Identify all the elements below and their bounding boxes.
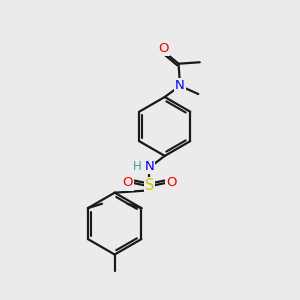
Text: N: N <box>175 79 185 92</box>
Text: O: O <box>122 176 133 190</box>
Text: N: N <box>145 160 154 173</box>
Text: O: O <box>159 42 169 55</box>
Text: H: H <box>133 160 142 173</box>
Text: O: O <box>166 176 177 190</box>
Text: S: S <box>145 178 154 193</box>
